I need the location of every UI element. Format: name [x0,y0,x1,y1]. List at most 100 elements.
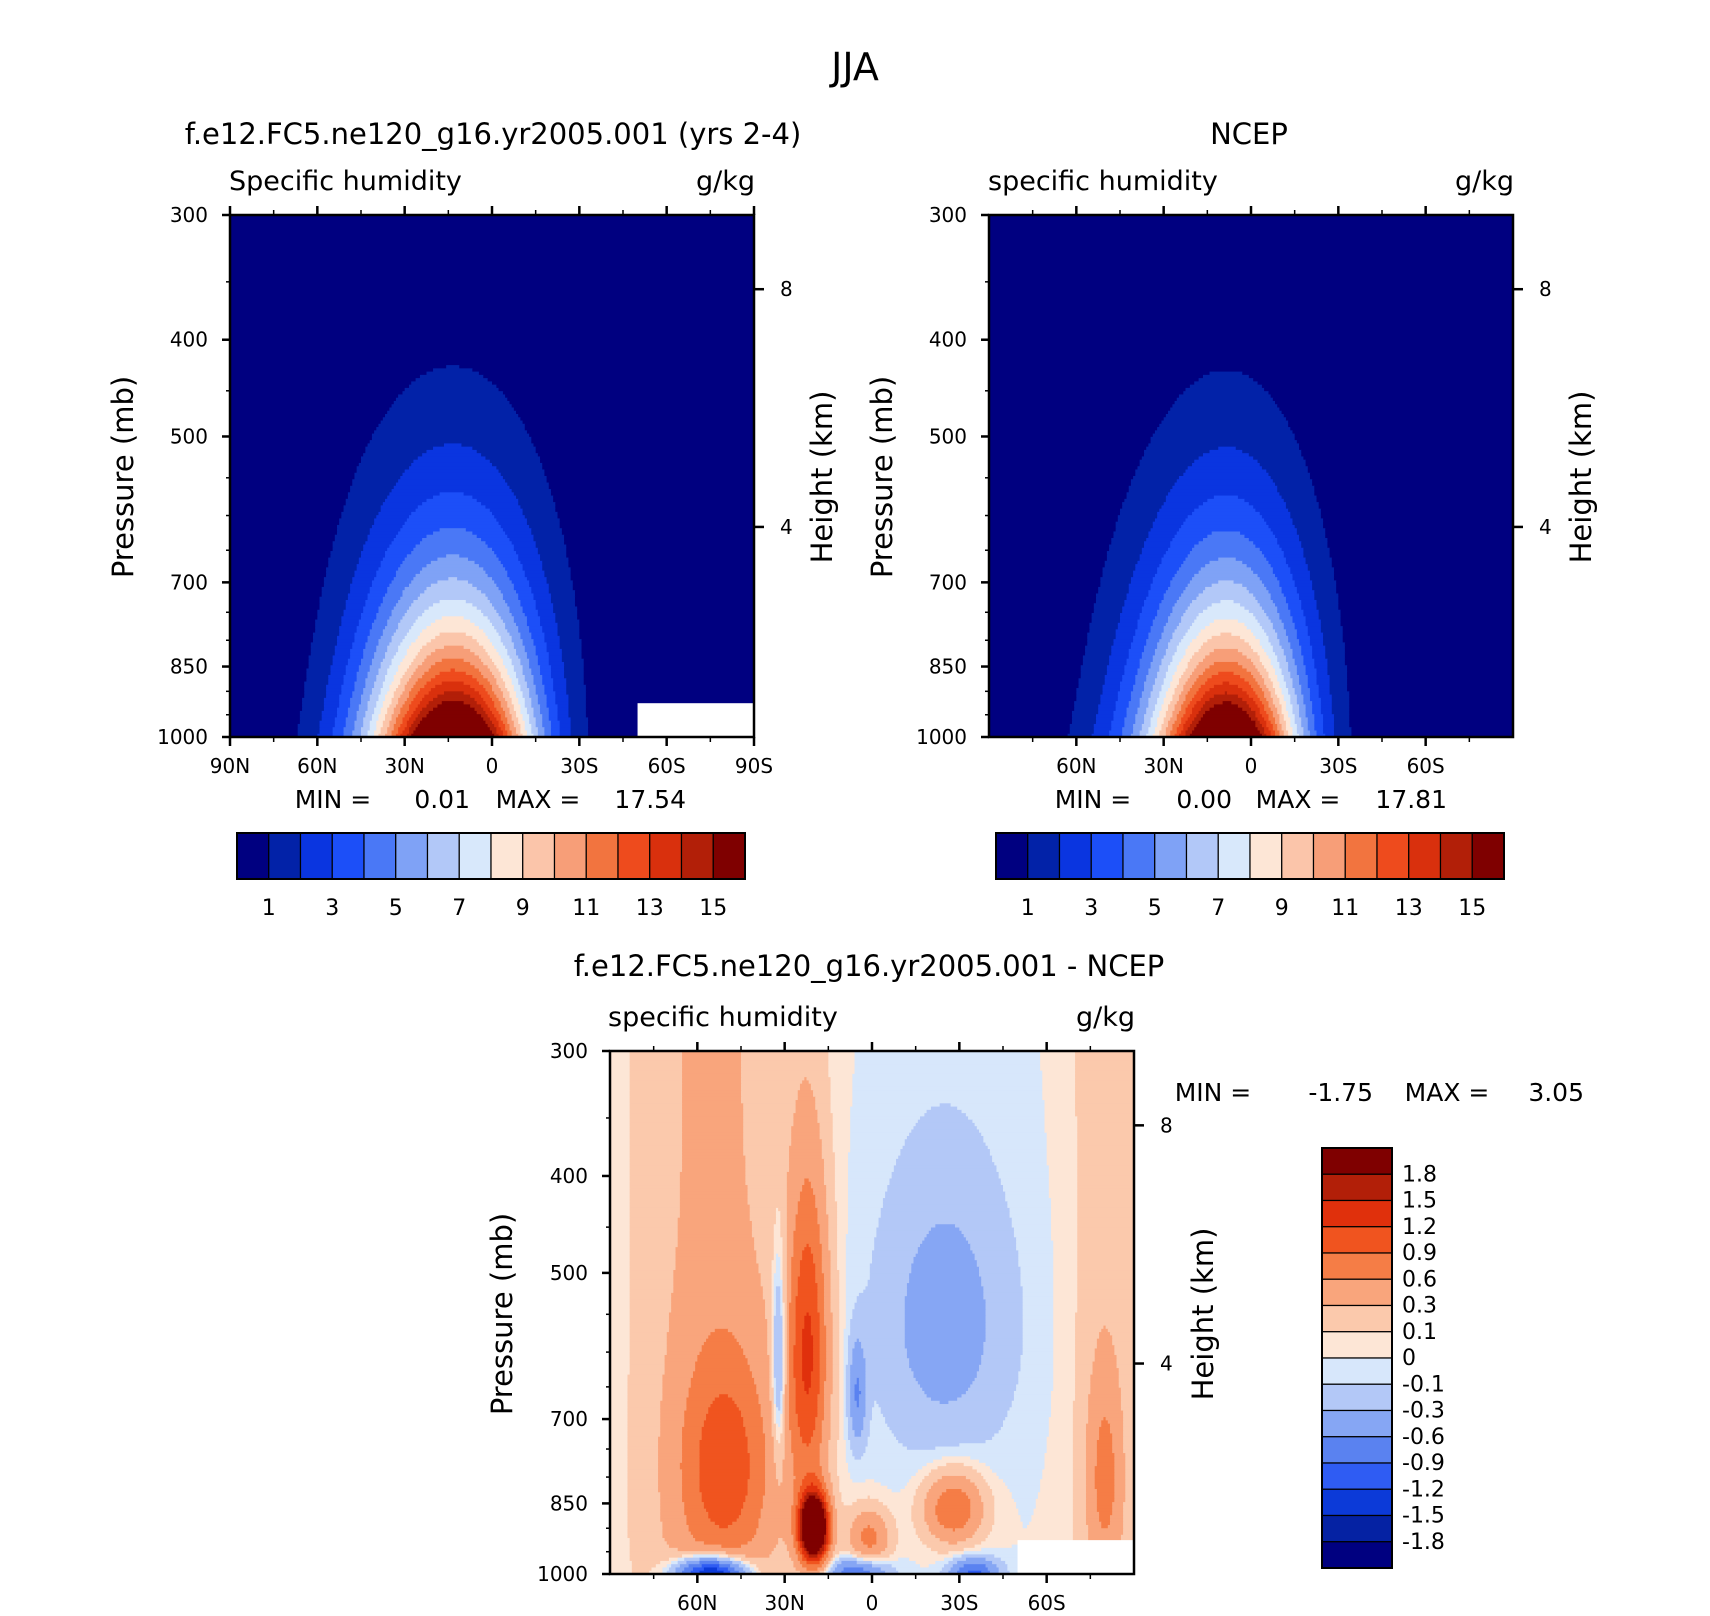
contour-cell [1022,1286,1054,1291]
contour-cell [389,616,404,621]
contour-cell [409,727,417,732]
contour-cell [629,1093,683,1098]
contour-cell [784,1341,788,1346]
contour-cell [837,1230,849,1235]
contour-cell [1279,616,1294,621]
contour-cell [1279,681,1287,686]
contour-cell [850,1145,904,1150]
contour-cell [1075,1312,1135,1317]
contour-cell [1174,688,1184,692]
contour-cell [1000,1181,1050,1186]
contour-cell [754,1247,775,1251]
contour-cell [1279,720,1287,725]
contour-cell [419,541,487,546]
contour-cell [581,639,755,643]
contour-cell [230,479,353,484]
contour-cell [446,554,460,559]
contour-cell [230,254,755,259]
contour-cell [745,1168,790,1173]
contour-cell [1275,534,1300,539]
contour-cell [904,1341,984,1346]
contour-cell [795,1296,819,1301]
contour-cell [535,652,550,657]
contour-cell [832,1354,840,1359]
contour-cell [858,1377,867,1382]
contour-cell [483,697,493,702]
contour-cell [1261,714,1270,719]
contour-cell [1176,727,1184,732]
contour-cell [415,508,491,513]
contour-cell [339,626,358,630]
contour-cell [470,661,484,666]
contour-cell [762,1296,773,1301]
contour-cell [1181,717,1189,722]
contour-cell [664,1358,698,1363]
contour-cell [413,671,425,676]
contour-cell [1296,635,1311,640]
contour-cell [782,1263,788,1268]
contour-cell [970,1247,1017,1251]
contour-cell [983,1289,1024,1294]
contour-cell [585,697,755,702]
contour-cell [786,1283,792,1287]
contour-cell [1213,694,1239,699]
contour-cell [985,1332,1024,1336]
contour-cell [629,1201,681,1206]
contour-cell [1150,440,1298,444]
contour-cell [878,1220,1013,1225]
contour-cell [789,1168,825,1173]
contour-cell [376,515,410,520]
contour-cell [1314,717,1324,722]
contour-cell [810,1319,821,1323]
contour-cell [845,1256,873,1261]
contour-cell [492,697,500,702]
contour-cell [561,648,583,653]
contour-cell [773,1348,784,1353]
contour-cell [1251,684,1261,689]
contour-cell [1053,1263,1078,1268]
contour-cell [588,730,639,735]
colorbar-swatch [553,832,587,880]
contour-cell [989,316,1514,320]
contour-cell [976,1374,1019,1379]
contour-cell [817,1214,829,1219]
contour-cell [806,1077,832,1082]
contour-cell [793,1113,819,1117]
contour-cell [789,1162,825,1167]
contour-cell [666,1338,707,1343]
contour-cell [799,1273,816,1278]
contour-cell [834,1185,849,1189]
contour-cell [1146,446,1219,451]
contour-cell [230,476,356,480]
contour-cell [1268,727,1274,732]
contour-cell [1157,570,1178,575]
contour-cell [1307,567,1335,572]
contour-cell [784,1361,788,1366]
contour-cell [741,1086,801,1091]
contour-cell [520,688,530,692]
contour-cell [810,1181,825,1186]
contour-cell [791,1273,801,1278]
contour-cell [629,1270,674,1274]
contour-cell [369,697,380,702]
contour-cell [1044,1100,1076,1104]
contour-cell [500,472,545,477]
contour-cell [1098,704,1117,709]
contour-cell [1270,694,1278,699]
contour-cell [1327,537,1514,542]
contour-cell [400,710,408,715]
contour-cell [535,723,543,728]
contour-cell [1192,655,1206,660]
contour-cell [780,1260,784,1265]
contour-cell [668,1325,768,1330]
contour-cell [1340,609,1514,614]
x-tick-label: 30S [560,754,598,778]
contour-cell [1075,1100,1135,1104]
contour-cell [1053,1279,1078,1284]
contour-cell [1296,629,1309,634]
contour-cell [537,655,550,660]
contour-cell [516,495,554,500]
contour-cell [230,414,386,418]
contour-cell [1106,554,1141,559]
contour-cell [629,1132,683,1137]
